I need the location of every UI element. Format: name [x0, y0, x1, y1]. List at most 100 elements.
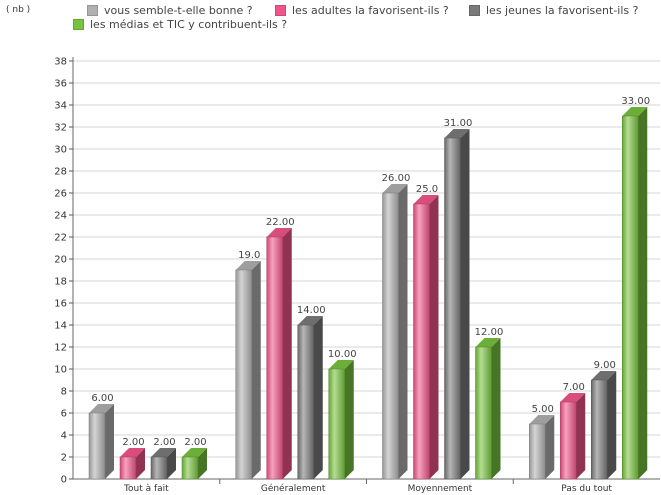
data-label: 26.00 [382, 173, 411, 184]
x-category-label: Généralement [261, 483, 326, 494]
y-tick-label: 0 [61, 475, 67, 486]
y-tick-label: 14 [54, 321, 67, 332]
bar [444, 137, 461, 480]
bar-side [105, 404, 114, 479]
y-tick-label: 10 [54, 365, 67, 376]
data-label: 33.00 [621, 96, 650, 107]
bar [266, 236, 283, 480]
bar-side [491, 338, 501, 479]
bar-side [460, 129, 470, 479]
bar-top [560, 393, 586, 402]
bar [150, 456, 168, 480]
x-category-label: Moyennement [408, 484, 473, 494]
bar [622, 115, 639, 480]
bar-side [576, 393, 586, 479]
data-label: 5.00 [532, 404, 554, 415]
y-unit-label: ( nb ) [6, 5, 31, 15]
x-category-label: Pas du tout [561, 484, 612, 494]
bar-top [182, 448, 207, 457]
bar-top [89, 404, 114, 413]
bar [119, 456, 137, 480]
x-category-label: Tout à fait [123, 484, 169, 494]
bar [328, 368, 345, 480]
bar-side [282, 228, 292, 479]
bar [235, 269, 252, 480]
y-tick-label: 18 [54, 277, 67, 288]
bar-side [398, 184, 408, 479]
y-tick-label: 26 [54, 189, 67, 200]
legend-label-series-1: vous semble-t-elle bonne ? [104, 4, 253, 17]
bar-side [545, 415, 555, 479]
legend-label-series-2: les adultes la favorisent-ils ? [292, 4, 449, 17]
bar-top [382, 184, 408, 193]
bar [88, 412, 106, 480]
legend-swatch-series-1 [87, 5, 98, 16]
bar-side [607, 371, 617, 479]
bar [591, 379, 608, 480]
y-tick-label: 30 [54, 145, 67, 156]
bar-side [167, 448, 176, 479]
legend-swatch-series-3 [469, 5, 480, 16]
bar-side [251, 261, 261, 479]
legend-label-series-4: les médias et TIC y contribuent-ils ? [90, 18, 288, 31]
legend-swatch-series-4 [73, 19, 84, 30]
y-tick-label: 32 [54, 123, 67, 134]
legend-item-series-4: les médias et TIC y contribuent-ils ? [73, 18, 287, 31]
bar-top [235, 261, 261, 270]
bar-side [313, 316, 323, 479]
data-label: 10.00 [328, 349, 357, 360]
bar [297, 324, 314, 480]
data-label: 2.00 [153, 437, 175, 448]
data-label: 6.00 [91, 393, 113, 404]
bar-side [136, 448, 145, 479]
y-tick-label: 34 [54, 101, 67, 112]
y-tick-label: 28 [54, 167, 67, 178]
legend-item-series-3: les jeunes la favorisent-ils ? [469, 4, 638, 17]
data-label: 12.00 [475, 327, 504, 338]
y-tick-label: 2 [61, 453, 67, 464]
y-tick-label: 4 [61, 431, 67, 442]
data-label: 14.00 [297, 305, 326, 316]
bar-top [622, 107, 648, 116]
bar-top [591, 371, 617, 380]
y-tick-label: 16 [54, 299, 67, 310]
bar [475, 346, 492, 480]
bar-top [266, 228, 292, 237]
legend-label-series-3: les jeunes la favorisent-ils ? [486, 4, 639, 17]
bar-top [328, 360, 354, 369]
bar-side [344, 360, 354, 479]
bar-top [120, 448, 145, 457]
y-tick-label: 6 [61, 409, 67, 420]
y-tick-label: 8 [61, 387, 67, 398]
data-label: 2.00 [184, 437, 206, 448]
y-tick-label: 36 [54, 79, 67, 90]
bar [413, 203, 430, 480]
legend-swatch-series-2 [275, 5, 286, 16]
data-label: 22.00 [266, 217, 295, 228]
y-tick-label: 24 [54, 211, 67, 222]
bar-side [638, 107, 648, 479]
y-tick-label: 20 [54, 255, 67, 266]
y-tick-label: 12 [54, 343, 67, 354]
bar-side [429, 195, 439, 479]
bar-top [475, 338, 501, 347]
bar [560, 401, 577, 480]
y-tick-label: 22 [54, 233, 67, 244]
bar [529, 423, 546, 480]
bar-top [444, 129, 470, 138]
bar-side [198, 448, 207, 479]
bar-top [151, 448, 176, 457]
bar [181, 456, 199, 480]
bar-top [413, 195, 439, 204]
y-tick-label: 38 [54, 57, 67, 68]
data-label: 19.0 [238, 250, 260, 261]
legend-item-series-1: vous semble-t-elle bonne ? [87, 4, 253, 17]
bar-top [529, 415, 555, 424]
data-label: 9.00 [594, 360, 616, 371]
data-label: 31.00 [444, 118, 473, 129]
data-label: 7.00 [563, 382, 585, 393]
legend-item-series-2: les adultes la favorisent-ils ? [275, 4, 449, 17]
bar [382, 192, 399, 480]
bar-top [297, 316, 323, 325]
